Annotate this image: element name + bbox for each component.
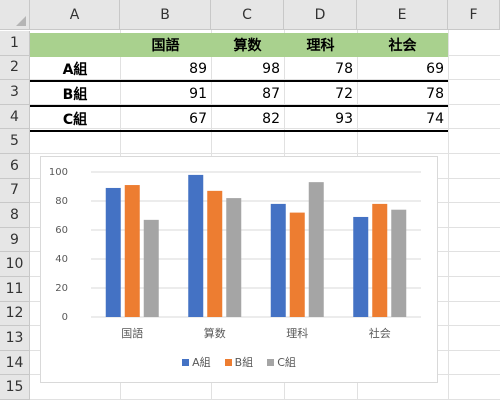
row-header-4[interactable]: 4 — [0, 104, 30, 130]
select-all-triangle-icon — [16, 16, 26, 26]
cell-b-shakai[interactable]: 78 — [426, 86, 444, 102]
header-cell-shakai[interactable]: 社会 — [388, 38, 417, 54]
row-header-8[interactable]: 8 — [0, 203, 30, 228]
row-header-13[interactable]: 13 — [0, 326, 30, 351]
row-header-6[interactable]: 6 — [0, 154, 30, 179]
row-border — [30, 105, 448, 107]
row-header-5[interactable]: 5 — [0, 129, 30, 154]
row-header-10[interactable]: 10 — [0, 252, 30, 277]
column-header-a[interactable]: A — [30, 0, 120, 30]
bar-2-1[interactable] — [289, 212, 305, 317]
bar-0-0[interactable] — [105, 187, 121, 317]
cell-b-kokugo[interactable]: 91 — [189, 86, 207, 102]
row-header-7[interactable]: 7 — [0, 178, 30, 204]
bar-3-2[interactable] — [391, 209, 407, 317]
cell-a-shakai[interactable]: 69 — [426, 61, 444, 77]
header-cell-kokugo[interactable]: 国語 — [151, 38, 180, 54]
cell-a-sansu[interactable]: 98 — [262, 61, 280, 77]
cell-c-rika[interactable]: 93 — [335, 111, 353, 127]
bar-1-0[interactable] — [188, 174, 204, 317]
row-header-11[interactable]: 11 — [0, 277, 30, 302]
legend-swatch-b — [224, 358, 232, 366]
legend-label-c: C組 — [277, 356, 296, 369]
y-tick-label: 20 — [55, 283, 68, 294]
bar-1-1[interactable] — [207, 190, 223, 317]
column-header-f[interactable]: F — [448, 0, 500, 30]
grid-line — [30, 103, 500, 105]
bar-0-1[interactable] — [124, 185, 140, 317]
select-all-corner[interactable] — [0, 0, 30, 30]
legend-swatch-a — [182, 358, 190, 366]
column-header-d[interactable]: D — [284, 0, 357, 30]
y-tick-label: 80 — [55, 196, 68, 207]
x-tick-label: 国語 — [121, 326, 143, 340]
chart-legend: A組 B組 C組 — [41, 354, 437, 370]
y-tick-label: 60 — [55, 225, 68, 236]
column-header-c[interactable]: C — [211, 0, 284, 30]
bar-2-2[interactable] — [308, 182, 324, 317]
cell-b-sansu[interactable]: 87 — [262, 86, 280, 102]
x-tick-label: 理科 — [286, 326, 308, 340]
bar-3-0[interactable] — [353, 216, 369, 317]
header-cell-sansu[interactable]: 算数 — [233, 38, 262, 54]
row-header-9[interactable]: 9 — [0, 227, 30, 253]
legend-item-b: B組 — [224, 354, 254, 370]
row-border — [30, 130, 448, 132]
cell-c-shakai[interactable]: 74 — [426, 111, 444, 127]
legend-swatch-c — [267, 358, 275, 366]
cell-c-sansu[interactable]: 82 — [262, 111, 280, 127]
cell-a-rika[interactable]: 78 — [335, 61, 353, 77]
bar-chart[interactable]: 0 20 40 60 80 100 国語 算数 理科 社会 A組 B組 C組 — [40, 156, 438, 383]
row-label-b[interactable]: B組 — [62, 87, 88, 103]
cell-b-rika[interactable]: 72 — [335, 86, 353, 102]
column-header-e[interactable]: E — [357, 0, 448, 30]
legend-item-c: C組 — [267, 354, 296, 370]
grid-line — [30, 153, 500, 154]
cell-a-kokugo[interactable]: 89 — [189, 61, 207, 77]
row-header-3[interactable]: 3 — [0, 80, 30, 105]
grid-line — [30, 128, 500, 130]
row-header-15[interactable]: 15 — [0, 375, 30, 400]
legend-item-a: A組 — [182, 354, 211, 370]
header-row-fill — [30, 33, 448, 57]
row-header-12[interactable]: 12 — [0, 301, 30, 327]
bar-3-1[interactable] — [372, 203, 388, 317]
row-border — [30, 80, 448, 82]
header-cell-rika[interactable]: 理科 — [306, 38, 335, 54]
bar-1-2[interactable] — [226, 198, 242, 317]
grid-line — [448, 30, 449, 400]
bar-2-0[interactable] — [270, 203, 286, 317]
y-tick-label: 100 — [49, 167, 68, 178]
y-tick-label: 40 — [55, 254, 68, 265]
row-header-1[interactable]: 1 — [0, 31, 30, 56]
x-tick-label: 算数 — [204, 326, 226, 340]
bar-chart-plot: 0 20 40 60 80 100 国語 算数 理科 社会 — [49, 167, 421, 340]
column-header-b[interactable]: B — [120, 0, 211, 30]
legend-label-a: A組 — [192, 356, 211, 369]
row-header-14[interactable]: 14 — [0, 350, 30, 376]
row-label-a[interactable]: A組 — [62, 62, 88, 78]
cell-c-kokugo[interactable]: 67 — [189, 111, 207, 127]
y-tick-label: 0 — [62, 312, 68, 323]
row-header-2[interactable]: 2 — [0, 55, 30, 81]
x-tick-label: 社会 — [369, 326, 391, 340]
grid-line — [30, 79, 500, 81]
row-label-c[interactable]: C組 — [62, 112, 88, 128]
legend-label-b: B組 — [234, 356, 254, 369]
bar-0-2[interactable] — [143, 219, 159, 317]
